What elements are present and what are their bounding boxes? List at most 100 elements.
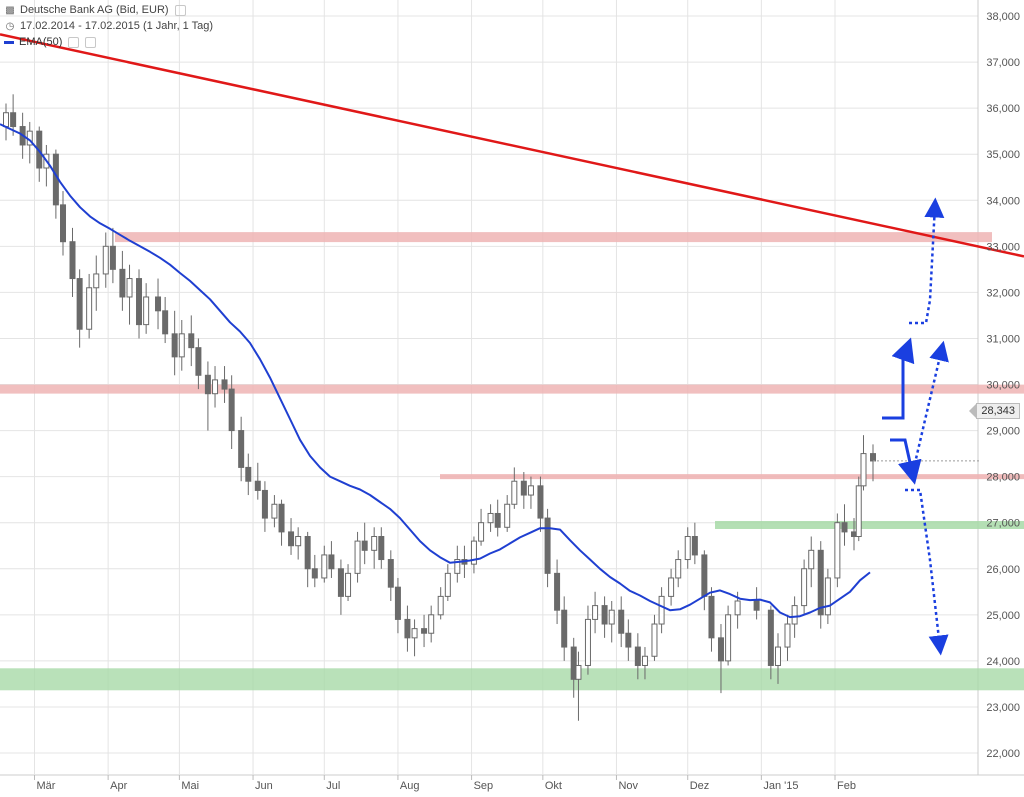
candle bbox=[354, 531, 361, 583]
candle bbox=[784, 614, 791, 661]
candle bbox=[753, 587, 760, 620]
resistance-zone bbox=[440, 474, 1024, 480]
candle bbox=[855, 476, 862, 542]
candle bbox=[520, 472, 527, 509]
candle bbox=[668, 568, 675, 606]
scenario-arrow-dotted bbox=[910, 340, 949, 477]
candle bbox=[178, 320, 185, 371]
candle bbox=[278, 499, 285, 546]
scenario-arrow-dotted bbox=[905, 488, 949, 656]
resistance-zone bbox=[115, 232, 992, 243]
x-tick-label: Sep bbox=[474, 780, 494, 792]
resistance-zone bbox=[0, 384, 1024, 394]
candle bbox=[3, 103, 9, 141]
x-tick-label: Mai bbox=[181, 780, 199, 792]
candle bbox=[238, 416, 245, 482]
candle bbox=[618, 596, 625, 648]
candle bbox=[155, 278, 162, 330]
candle bbox=[69, 227, 76, 297]
candle bbox=[136, 269, 143, 339]
y-tick-label: 32,000 bbox=[986, 287, 1020, 299]
candle bbox=[10, 94, 17, 136]
candle bbox=[608, 600, 615, 643]
candle bbox=[808, 536, 815, 588]
candle bbox=[641, 647, 648, 680]
candle bbox=[109, 227, 116, 284]
candle bbox=[554, 559, 561, 625]
support-zone bbox=[715, 520, 1024, 529]
x-tick-label: Okt bbox=[545, 780, 562, 792]
candle bbox=[834, 513, 841, 588]
candle bbox=[254, 462, 261, 500]
candle bbox=[651, 614, 658, 661]
candle bbox=[767, 605, 774, 680]
candle bbox=[658, 587, 665, 634]
ema-legend-swatch bbox=[4, 40, 14, 44]
candle bbox=[444, 564, 451, 601]
candle bbox=[691, 522, 698, 565]
candle bbox=[378, 527, 385, 569]
trendline bbox=[0, 33, 1024, 258]
y-tick-label: 33,000 bbox=[986, 241, 1020, 253]
indicator-settings-button[interactable] bbox=[68, 36, 80, 48]
candle bbox=[119, 250, 126, 311]
candle bbox=[725, 605, 732, 666]
candle bbox=[288, 518, 295, 555]
candle bbox=[428, 605, 435, 643]
candle bbox=[271, 495, 278, 528]
candle bbox=[824, 568, 831, 625]
candle bbox=[212, 366, 219, 408]
y-tick-label: 26,000 bbox=[986, 564, 1020, 576]
candle bbox=[717, 624, 724, 694]
candle bbox=[860, 435, 867, 491]
y-tick-label: 36,000 bbox=[986, 103, 1020, 115]
y-tick-label: 27,000 bbox=[986, 518, 1020, 530]
y-tick-label: 31,000 bbox=[986, 333, 1020, 345]
chart-period-row: ◷ 17.02.2014 - 17.02.2015 (1 Jahr, 1 Tag… bbox=[4, 20, 213, 32]
candle bbox=[143, 283, 150, 334]
candle bbox=[411, 619, 418, 657]
candle bbox=[60, 191, 67, 256]
candle bbox=[295, 527, 302, 560]
candle bbox=[601, 596, 608, 638]
support-zone bbox=[0, 668, 1024, 691]
candle bbox=[708, 587, 715, 652]
candle bbox=[204, 361, 211, 431]
candle bbox=[684, 527, 691, 569]
candle bbox=[162, 296, 169, 344]
x-tick-label: Feb bbox=[837, 780, 856, 792]
last-price-label: 28,343 bbox=[969, 403, 1020, 419]
candle bbox=[321, 545, 328, 583]
x-tick-label: Mär bbox=[37, 780, 56, 792]
candle bbox=[470, 536, 477, 574]
candle bbox=[311, 554, 318, 588]
x-tick-label: Jul bbox=[326, 780, 340, 792]
y-tick-label: 28,000 bbox=[986, 472, 1020, 484]
indicator-remove-button[interactable] bbox=[85, 36, 97, 48]
candle bbox=[245, 453, 252, 496]
candle bbox=[511, 467, 518, 509]
indicator-row: EMA(50) bbox=[4, 36, 97, 48]
candle bbox=[584, 605, 591, 675]
candle bbox=[544, 508, 551, 588]
y-tick-label: 30,000 bbox=[986, 380, 1020, 392]
y-tick-label: 37,000 bbox=[986, 57, 1020, 69]
y-tick-label: 34,000 bbox=[986, 195, 1020, 207]
clock-icon: ◷ bbox=[5, 20, 15, 32]
candlestick-icon: ▩ bbox=[5, 4, 15, 16]
chart-title: Deutsche Bank AG (Bid, EUR) bbox=[20, 4, 169, 16]
candle bbox=[454, 545, 461, 583]
candle bbox=[43, 144, 50, 187]
x-tick-label: Dez bbox=[690, 780, 710, 792]
candle bbox=[93, 255, 100, 311]
candle bbox=[52, 149, 59, 219]
candle bbox=[304, 531, 311, 588]
candle bbox=[195, 338, 202, 390]
candle bbox=[570, 637, 577, 698]
settings-button[interactable] bbox=[174, 4, 186, 16]
candle bbox=[817, 541, 824, 629]
y-tick-label: 24,000 bbox=[986, 656, 1020, 668]
candle bbox=[478, 508, 485, 546]
y-tick-label: 38,000 bbox=[986, 11, 1020, 23]
